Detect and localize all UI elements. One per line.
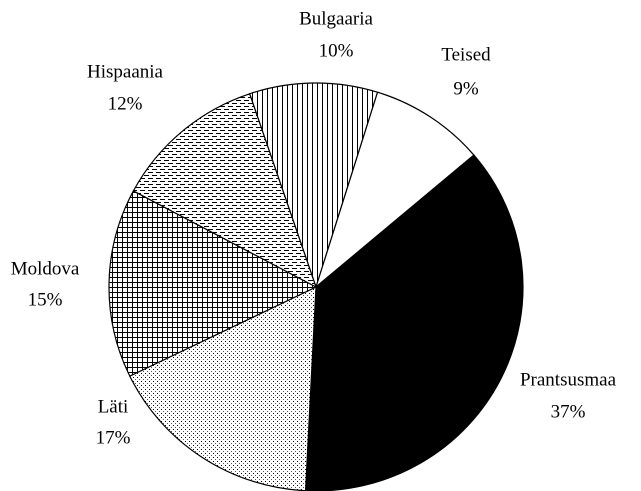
pie-slice <box>108 190 318 377</box>
slice-label: Prantsusmaa <box>520 369 617 390</box>
slice-label: Bulgaaria <box>299 8 373 29</box>
slice-value-label: 10% <box>319 40 354 61</box>
pie-slice <box>314 91 475 289</box>
slice-label: Hispaania <box>87 61 164 82</box>
pie-slice <box>132 93 318 289</box>
slice-label: Teised <box>441 44 491 65</box>
slice-value-label: 12% <box>108 93 143 114</box>
slice-value-label: 15% <box>28 289 63 310</box>
pie-slice <box>304 154 524 491</box>
slice-value-label: 9% <box>453 78 479 99</box>
pie-slice <box>248 82 379 289</box>
slice-value-label: 37% <box>551 401 586 422</box>
slice-value-label: 17% <box>96 427 131 448</box>
slice-label: Läti <box>98 396 129 417</box>
pie-slice <box>128 286 317 491</box>
slice-label: Moldova <box>11 258 80 279</box>
